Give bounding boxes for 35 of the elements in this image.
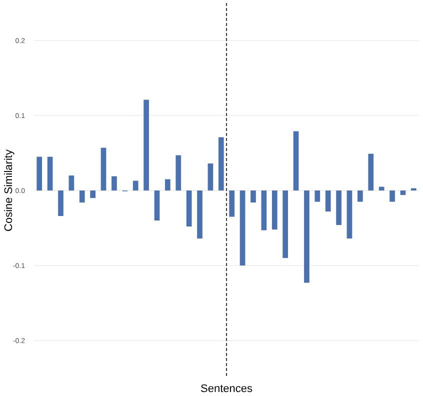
bar (314, 190, 320, 202)
bar (165, 179, 170, 190)
bar (197, 190, 202, 238)
bar (112, 176, 117, 190)
bar (336, 190, 342, 225)
bar (261, 190, 267, 230)
bar (390, 190, 395, 202)
bar (325, 190, 331, 212)
y-axis-title: Cosine Similarity (3, 149, 15, 232)
bar (368, 154, 374, 190)
bar (346, 190, 352, 238)
bar (400, 190, 406, 195)
bar (132, 180, 138, 190)
bar (79, 190, 85, 202)
bar (36, 156, 42, 190)
bar (304, 190, 310, 283)
bar (272, 190, 278, 230)
bar (293, 131, 299, 190)
bar (144, 100, 149, 190)
x-axis-title: Sentences (200, 383, 253, 395)
bar (100, 148, 106, 190)
bar (68, 176, 74, 190)
bar (250, 190, 256, 202)
bar (282, 190, 288, 258)
bar (154, 190, 160, 220)
bar (358, 190, 363, 202)
bar (176, 155, 182, 190)
bar (90, 190, 96, 198)
bar (229, 190, 235, 217)
bar (208, 164, 214, 190)
bar (186, 190, 192, 226)
bar (218, 137, 224, 190)
bar (240, 190, 246, 266)
bar (58, 190, 64, 216)
bar (47, 156, 53, 190)
